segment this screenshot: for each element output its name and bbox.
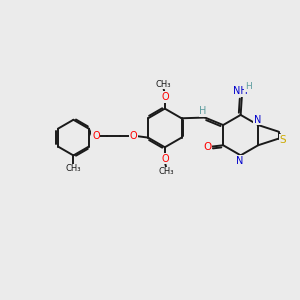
Text: CH₃: CH₃	[66, 164, 81, 173]
Text: H: H	[245, 82, 252, 91]
Text: N: N	[254, 115, 261, 125]
Text: O: O	[203, 142, 211, 152]
Text: CH₃: CH₃	[158, 167, 174, 176]
Text: O: O	[161, 154, 169, 164]
Text: S: S	[279, 135, 286, 145]
Text: O: O	[92, 131, 100, 141]
Text: CH₃: CH₃	[156, 80, 171, 89]
Text: O: O	[129, 131, 137, 141]
Text: N: N	[236, 156, 243, 166]
Text: H: H	[200, 106, 207, 116]
Text: O: O	[161, 92, 169, 102]
Text: NH: NH	[233, 86, 248, 96]
